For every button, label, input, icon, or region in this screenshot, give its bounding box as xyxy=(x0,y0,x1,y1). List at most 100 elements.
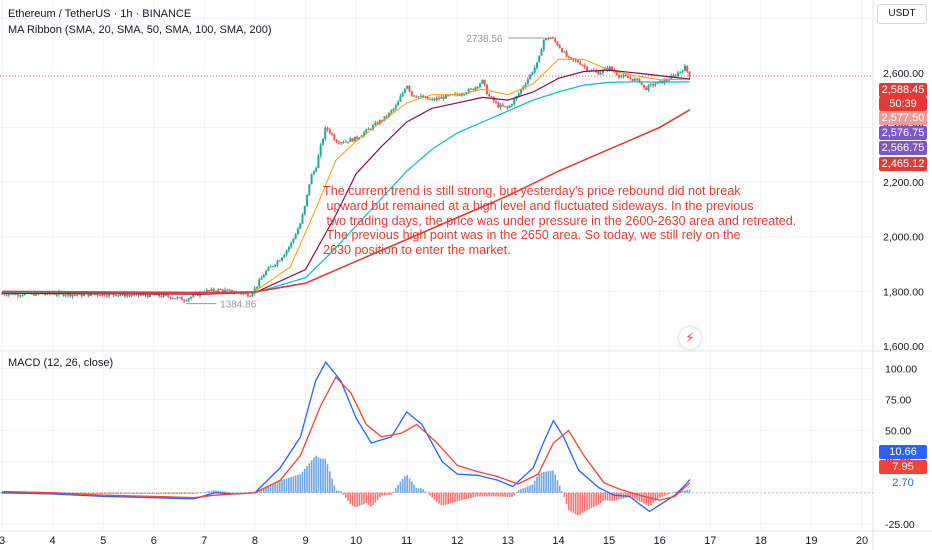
macd-tick-label: 75.00 xyxy=(885,395,911,407)
macd-hist-bar xyxy=(228,492,231,493)
macd-hist-bar xyxy=(504,492,506,497)
candle-body xyxy=(565,51,568,57)
currency-selector[interactable]: USDT xyxy=(877,4,927,24)
tradingview-logo-icon[interactable]: ⚡ xyxy=(679,327,701,349)
macd-hist-bar xyxy=(174,492,176,494)
candle-body xyxy=(205,290,208,293)
time-tick-label: 20 xyxy=(856,535,868,547)
candle-body xyxy=(520,89,523,94)
sma200-pill: 2,465.12 xyxy=(879,157,927,171)
candle-body xyxy=(558,45,561,49)
macd-hist-bar xyxy=(190,492,192,494)
candle-body xyxy=(481,79,484,84)
candle-body xyxy=(490,96,493,98)
macd-hist-bar xyxy=(183,492,185,494)
macd-hist-bar xyxy=(408,478,411,493)
macd-hist-bar xyxy=(595,492,597,506)
macd-legend[interactable]: MACD (12, 26, close) xyxy=(8,357,114,369)
candle-body xyxy=(139,294,142,296)
candle-body xyxy=(183,300,186,302)
macd-hist-bar xyxy=(96,492,99,494)
macd-hist-bar xyxy=(397,485,399,493)
candle-body xyxy=(419,95,422,97)
candle-body xyxy=(210,288,213,291)
macd-hist-bar xyxy=(392,491,395,493)
macd-hist-bar xyxy=(572,492,575,513)
candle-body xyxy=(107,293,110,297)
candle-body xyxy=(615,71,618,75)
candle-body xyxy=(440,96,443,99)
macd-hist-bar xyxy=(590,492,593,509)
candle-body xyxy=(381,120,384,122)
candle-body xyxy=(349,138,352,142)
candle-body xyxy=(408,85,411,92)
candle-body xyxy=(645,87,648,90)
macd-hist-bar xyxy=(640,492,643,503)
macd-hist-bar xyxy=(522,488,525,493)
candle-body xyxy=(497,102,500,108)
macd-hist-bar xyxy=(381,492,383,496)
macd-hist-bar xyxy=(94,492,97,494)
macd-hist-bar xyxy=(112,492,115,494)
candle-body xyxy=(567,56,570,58)
macd-hist-bar xyxy=(181,492,183,494)
candle-body xyxy=(103,293,106,296)
sma20-pill: 2,577.50 xyxy=(879,111,927,125)
macd-hist-bar xyxy=(613,492,616,501)
macd-hist-bar xyxy=(583,492,586,512)
macd-hist-bar xyxy=(301,471,304,493)
candle-body xyxy=(258,279,261,287)
macd-hist-bar xyxy=(119,492,122,494)
candle-body xyxy=(472,88,475,91)
candle-body xyxy=(174,298,177,300)
candle-body xyxy=(321,139,324,145)
macd-hist-bar xyxy=(529,485,531,493)
candle-body xyxy=(606,67,609,70)
macd-hist-bar xyxy=(545,471,547,493)
ma-ribbon-legend[interactable]: MA Ribbon (SMA, 20, SMA, 50, SMA, 100, S… xyxy=(8,24,272,36)
candle-body xyxy=(563,51,566,53)
macd-hist-bar xyxy=(338,490,340,493)
macd-hist-bar xyxy=(629,492,632,498)
candle-body xyxy=(397,101,400,106)
candle-body xyxy=(246,293,249,297)
macd-hist-bar xyxy=(570,492,572,512)
macd-hist-bar xyxy=(285,478,288,493)
macd-hist-bar xyxy=(306,465,308,493)
candle-body xyxy=(465,92,468,95)
candle-body xyxy=(267,267,270,271)
macd-hist-bar xyxy=(634,492,636,500)
candle-body xyxy=(506,106,509,108)
candle-body xyxy=(114,294,117,297)
macd-hist-bar xyxy=(456,492,459,502)
candle-body xyxy=(597,71,600,75)
candle-body xyxy=(335,140,338,143)
macd-hist-bar xyxy=(645,492,648,505)
candle-body xyxy=(73,294,76,296)
macd-hist-bar xyxy=(547,471,550,493)
candle-body xyxy=(392,108,395,111)
candle-body xyxy=(494,101,497,103)
macd-hist-bar xyxy=(602,492,604,502)
macd-tick-label: 50.00 xyxy=(885,426,911,438)
macd-hist-bar xyxy=(290,476,292,493)
candle-body xyxy=(570,57,573,59)
symbol-title[interactable]: Ethereum / TetherUS · 1h · BINANCE xyxy=(8,8,192,20)
macd-hist-bar xyxy=(142,492,144,494)
candle-body xyxy=(255,286,258,289)
candle-body xyxy=(479,83,482,87)
candle-body xyxy=(169,296,172,299)
candle-body xyxy=(406,85,409,89)
candle-body xyxy=(640,82,643,85)
macd-hist-bar xyxy=(447,492,449,505)
candle-body xyxy=(153,294,156,296)
macd-hist-bar xyxy=(310,460,313,493)
macd-hist-bar xyxy=(472,492,475,498)
candle-body xyxy=(504,106,507,108)
candle-body xyxy=(529,74,532,80)
candle-body xyxy=(76,294,79,296)
candle-body xyxy=(71,294,74,297)
macd-hist-bar xyxy=(269,485,272,493)
macd-hist-bar xyxy=(85,492,88,494)
macd-hist-bar xyxy=(686,490,689,493)
